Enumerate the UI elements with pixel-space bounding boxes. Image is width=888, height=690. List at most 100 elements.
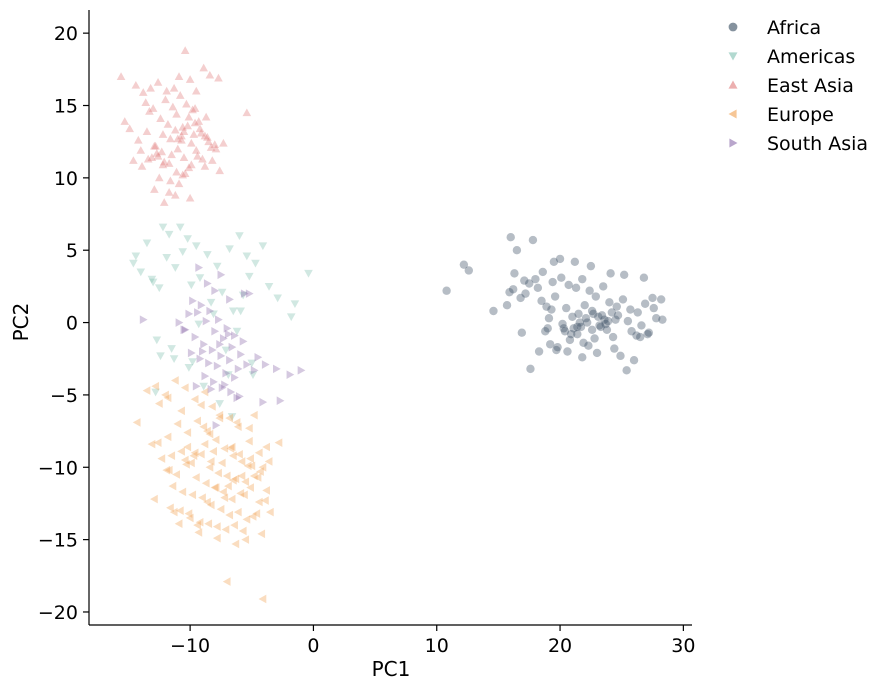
south-asia-point [202,316,211,326]
east-asia-point [179,127,189,135]
east-asia-point [153,78,163,86]
south-asia-point [195,263,204,272]
east-asia-point [141,98,151,107]
americas-point [167,345,176,353]
europe-point [211,483,220,492]
africa-point [590,334,599,343]
east-asia-point [180,46,190,54]
africa-point [553,342,562,352]
africa-point [549,257,559,266]
americas-point [136,268,146,277]
south-asia-point [254,352,263,362]
americas-point [228,307,238,316]
americas-point [142,239,152,248]
europe-point [243,461,252,471]
europe-point [201,478,210,488]
europe-point [253,473,262,482]
africa-point [586,261,596,271]
africa-point [543,324,552,333]
east-asia-point [203,133,212,141]
africa-point [587,325,597,334]
europe-point [209,447,217,456]
south-asia-point [180,325,189,335]
legend-marker-africa [728,22,738,32]
americas-point [191,242,201,251]
europe-point [200,387,209,397]
africa-point [594,312,603,321]
europe-point [132,418,141,427]
east-asia-point [136,146,146,154]
south-asia-point [218,383,227,392]
legend: Africa Americas East Asia Europe South Asia [728,17,868,155]
africa-point [622,366,631,375]
africa-point [603,316,613,326]
europe-point [215,410,224,420]
africa-point [574,309,583,319]
east-asia-point [147,153,157,162]
americas-point [238,291,248,300]
europe-point [195,517,204,527]
europe-point [254,448,263,458]
x-tick-label: −10 [170,635,210,657]
east-asia-point [174,72,184,81]
east-asia-point [157,147,167,156]
east-asia-point [116,72,126,81]
east-asia-point [193,151,202,160]
africa-point [552,345,561,355]
y-tick-label: 15 [54,96,78,118]
europe-point [178,487,187,497]
south-asia-point [245,289,254,298]
africa-point [516,293,525,303]
south-asia-point [206,306,215,316]
africa-point [600,315,609,324]
south-asia-point [210,377,218,387]
africa-point [571,283,581,293]
africa-point [547,305,556,314]
europe-point [173,419,182,429]
europe-point [185,513,194,523]
europe-point [265,507,274,517]
africa-point [548,277,557,287]
east-asia-point [185,75,195,83]
east-asia-point [178,122,188,131]
europe-point [169,507,178,517]
africa-point [639,273,649,282]
africa-point [568,312,577,321]
east-asia-point [200,131,210,140]
africa-point [502,301,512,310]
east-asia-point [215,166,225,175]
americas-point [232,327,242,336]
europe-point [262,442,271,452]
south-asia-point [189,296,197,306]
africa-point [597,311,607,320]
y-axis-label: PC2 [9,303,33,342]
south-asia-point [261,360,270,369]
americas-point [235,232,244,241]
africa-point [569,324,578,333]
south-asia-point [240,289,249,298]
europe-point [162,465,171,475]
south-asia-point [205,358,213,368]
east-asia-point [173,144,183,153]
americas-point [162,254,171,262]
europe-point [163,393,172,403]
europe-point [230,520,238,530]
y-tick-label: 10 [54,168,78,190]
east-asia-point [205,70,215,79]
east-asia-point [187,138,196,147]
east-asia-point [201,112,211,121]
americas-point [148,278,158,287]
africa-point [648,293,657,303]
south-asia-point [228,342,237,352]
east-asia-point [162,86,171,95]
africa-point [592,348,602,358]
east-asia-point [171,125,180,134]
east-asia-point [183,121,192,130]
east-asia-point [156,114,165,122]
europe-point [249,471,258,481]
africa-point [526,364,535,374]
south-asia-point [224,329,233,339]
europe-point [175,506,184,515]
east-asia-point [169,83,179,92]
europe-point [206,457,215,466]
